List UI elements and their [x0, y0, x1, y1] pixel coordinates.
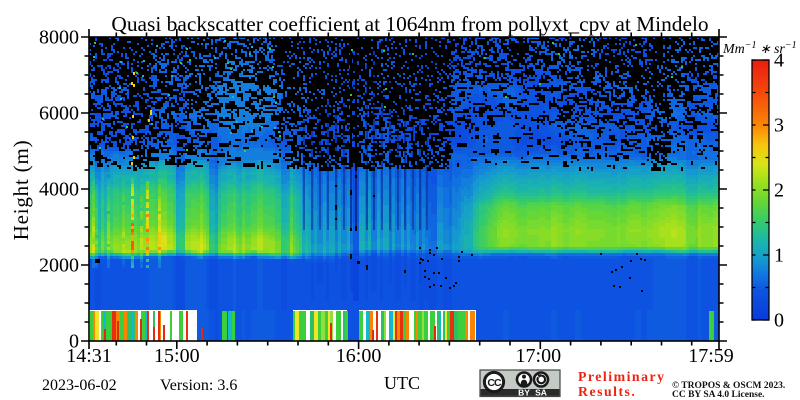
svg-text:8000: 8000: [39, 27, 79, 49]
svg-text:2023-06-02: 2023-06-02: [42, 377, 117, 394]
svg-text:2: 2: [774, 180, 784, 202]
svg-text:UTC: UTC: [384, 373, 420, 393]
svg-text:14:31: 14:31: [66, 345, 112, 367]
svg-text:CC BY SA 4.0 License.: CC BY SA 4.0 License.: [672, 390, 765, 400]
svg-text:3: 3: [774, 115, 784, 137]
svg-text:17:00: 17:00: [516, 345, 562, 367]
svg-text:16:00: 16:00: [336, 345, 382, 367]
svg-text:Results.: Results.: [578, 384, 636, 399]
svg-text:BY: BY: [518, 388, 530, 398]
svg-text:6000: 6000: [39, 103, 79, 125]
svg-text:4: 4: [774, 50, 784, 72]
svg-text:Quasi backscatter coefficient: Quasi backscatter coefficient at 1064nm …: [111, 12, 708, 36]
svg-text:15:00: 15:00: [154, 345, 200, 367]
svg-text:SA: SA: [535, 388, 547, 398]
svg-text:1: 1: [774, 245, 784, 267]
svg-text:Version: 3.6: Version: 3.6: [160, 377, 237, 394]
svg-text:2000: 2000: [39, 255, 79, 277]
svg-text:0: 0: [69, 331, 79, 353]
svg-text:Mm−1 ∗ sr−1: Mm−1 ∗ sr−1: [722, 40, 797, 57]
svg-text:0: 0: [774, 310, 784, 332]
svg-text:© TROPOS & OSCM 2023.: © TROPOS & OSCM 2023.: [672, 380, 785, 391]
svg-text:4000: 4000: [39, 179, 79, 201]
svg-text:CC: CC: [487, 377, 502, 389]
svg-text:Height (m): Height (m): [9, 140, 33, 241]
svg-text:17:59: 17:59: [688, 345, 734, 367]
svg-text:Preliminary: Preliminary: [578, 369, 666, 384]
